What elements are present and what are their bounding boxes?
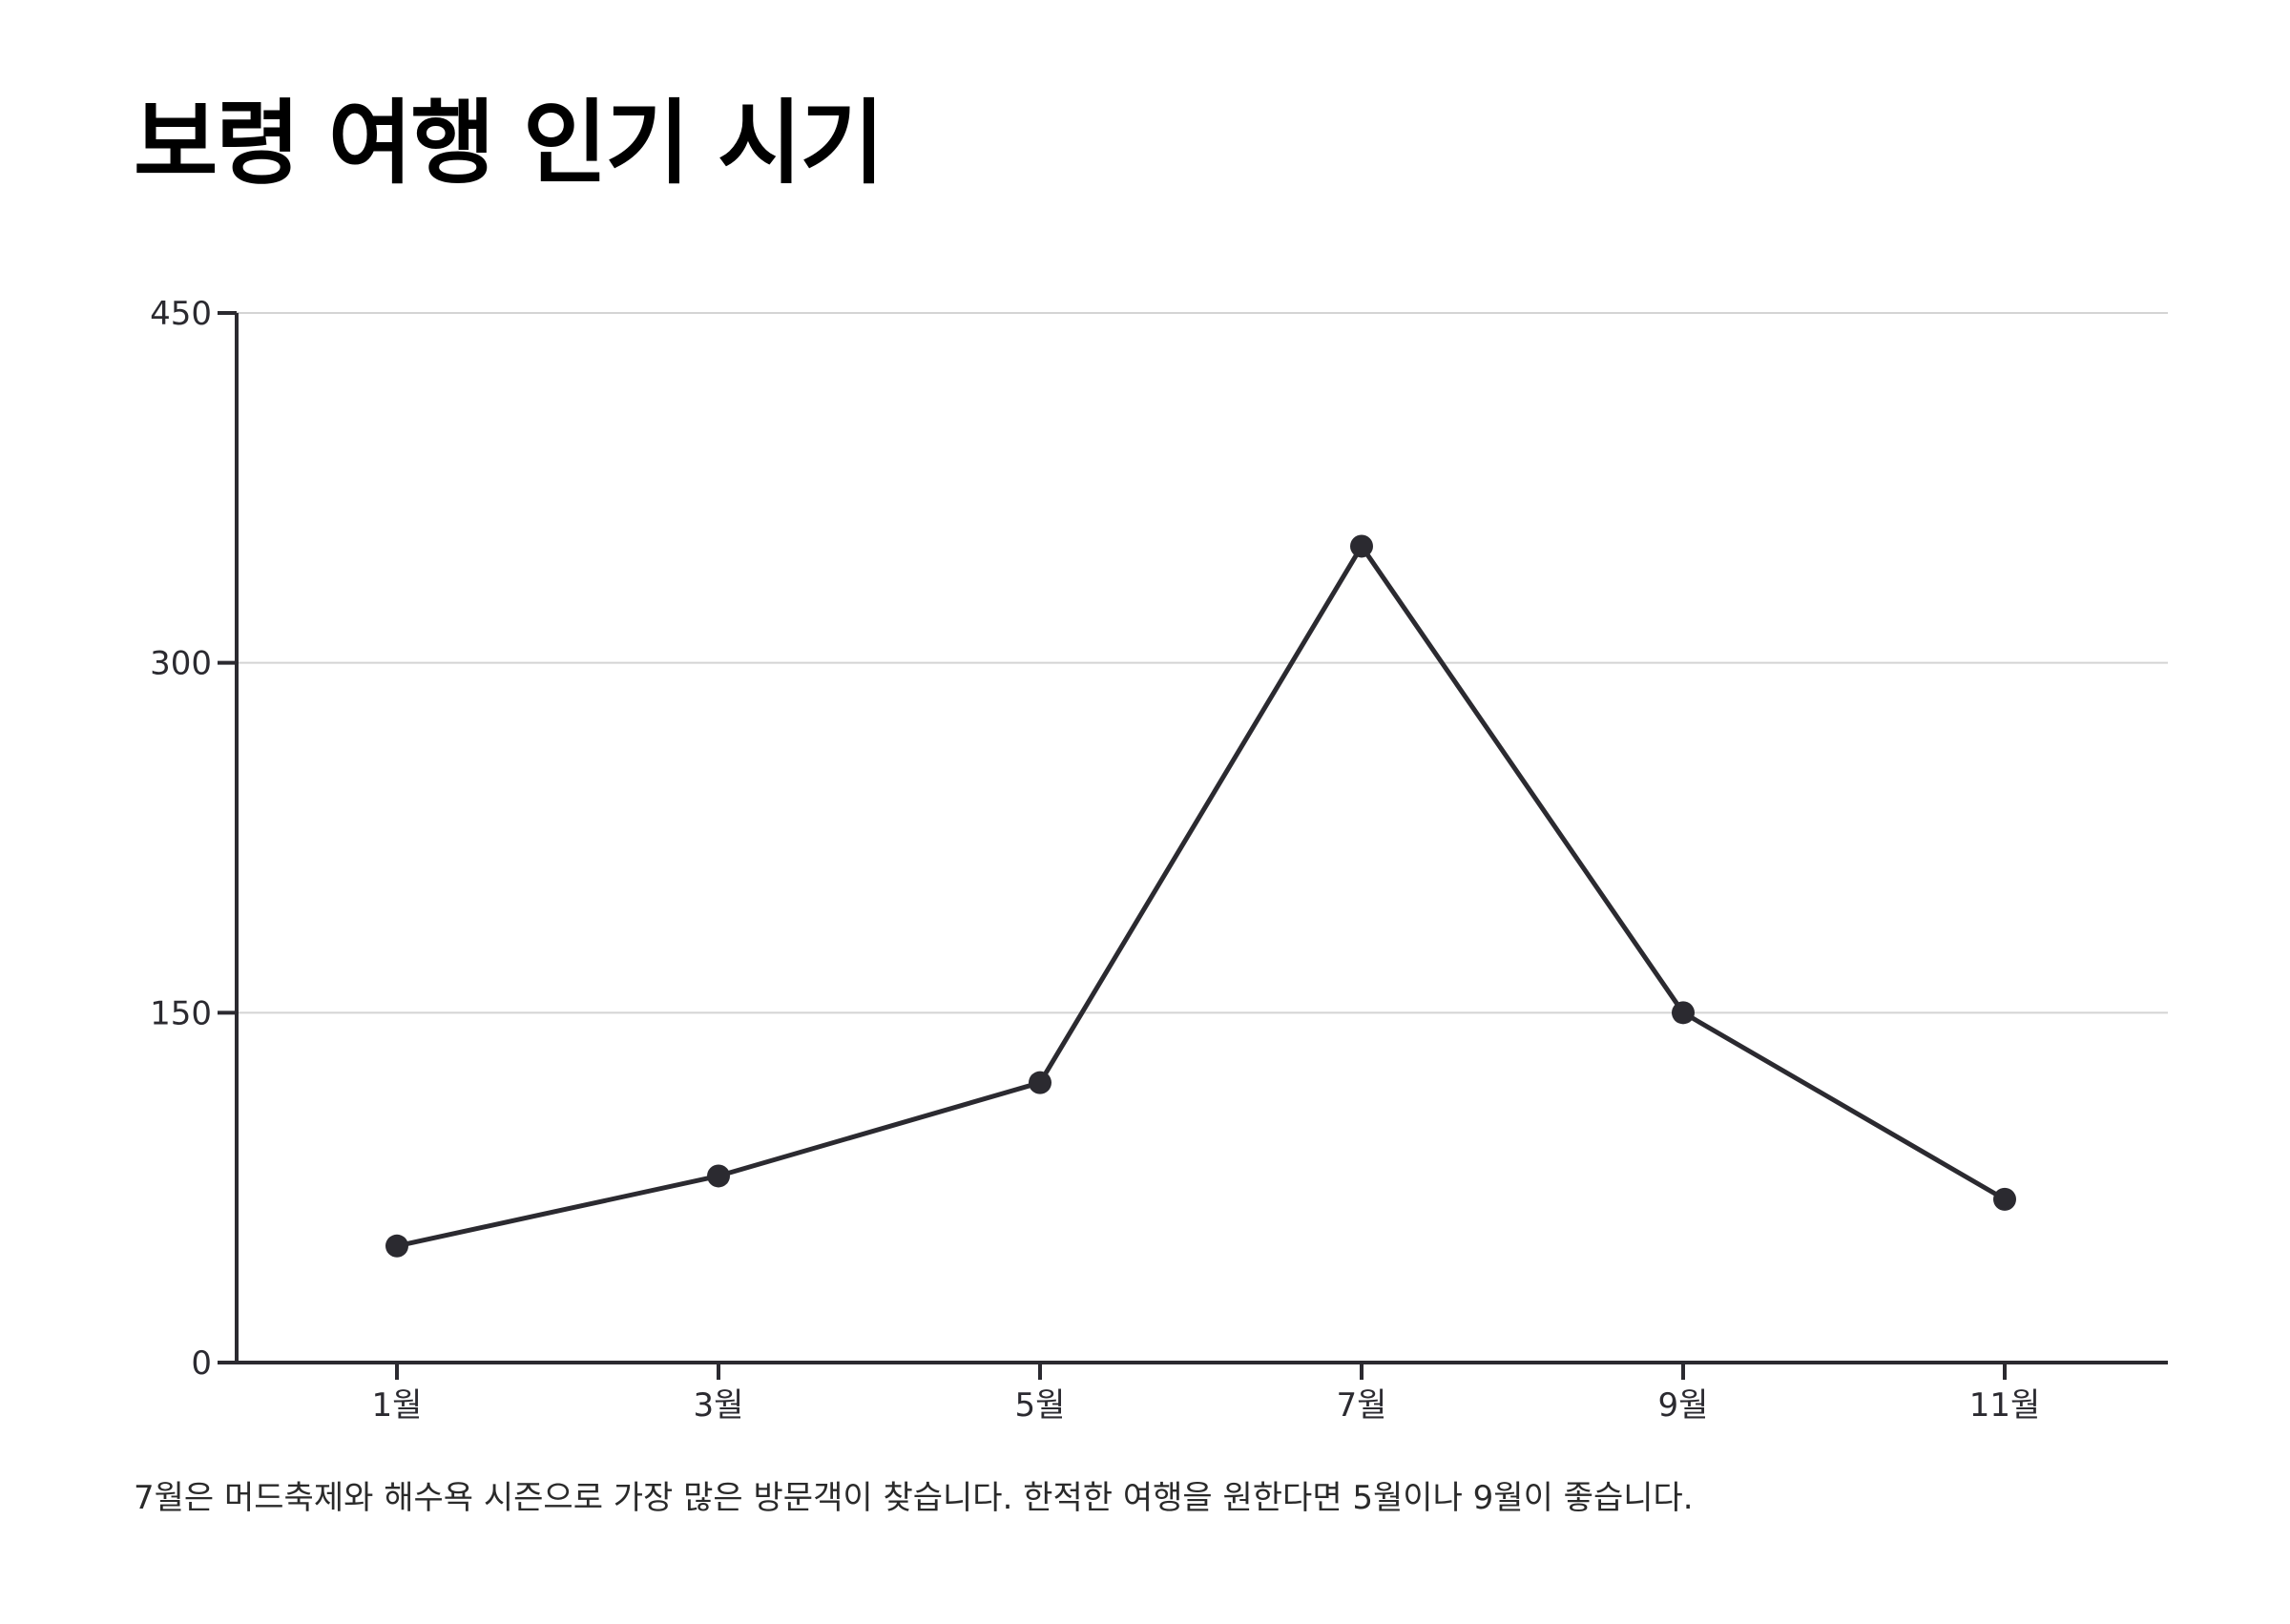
chart-caption: 7월은 머드축제와 해수욕 시즌으로 가장 많은 방문객이 찾습니다. 한적한 … — [134, 1479, 1694, 1517]
y-tick-label: 150 — [150, 994, 212, 1032]
x-tick-label: 9월 — [1658, 1386, 1709, 1425]
x-tick-label: 5월 — [1015, 1386, 1066, 1425]
y-tick-label: 300 — [150, 645, 212, 683]
grid-lines — [237, 312, 2168, 1014]
x-tick-label: 3월 — [694, 1386, 744, 1425]
series-line-group — [394, 543, 2008, 1249]
chart-axes — [235, 313, 2168, 1364]
x-tick-label: 7월 — [1337, 1386, 1387, 1425]
x-tick-label: 11월 — [1969, 1386, 2041, 1425]
data-point — [1350, 534, 1373, 558]
x-tick-label: 1월 — [372, 1386, 423, 1425]
data-point — [385, 1234, 408, 1258]
chart-title: 보령 여행 인기 시기 — [134, 90, 885, 197]
data-point — [1672, 1001, 1695, 1025]
data-point — [1993, 1187, 2016, 1211]
y-tick-label: 0 — [191, 1344, 212, 1383]
data-point — [707, 1164, 730, 1188]
x-axis-ticks: 1월 3월 5월 7월 9월 11월 — [372, 1363, 2041, 1425]
data-points — [385, 534, 2016, 1258]
data-point — [1029, 1071, 1051, 1094]
y-tick-label: 450 — [150, 295, 212, 333]
y-axis-ticks: 0 150 300 450 — [150, 295, 237, 1383]
series-line — [394, 543, 2008, 1249]
